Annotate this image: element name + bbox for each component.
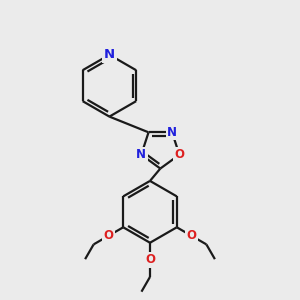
Text: N: N xyxy=(104,48,115,61)
Text: O: O xyxy=(187,229,196,242)
Text: O: O xyxy=(103,229,113,242)
Text: N: N xyxy=(136,148,146,161)
Text: O: O xyxy=(174,148,184,161)
Text: N: N xyxy=(167,126,177,139)
Text: O: O xyxy=(145,253,155,266)
